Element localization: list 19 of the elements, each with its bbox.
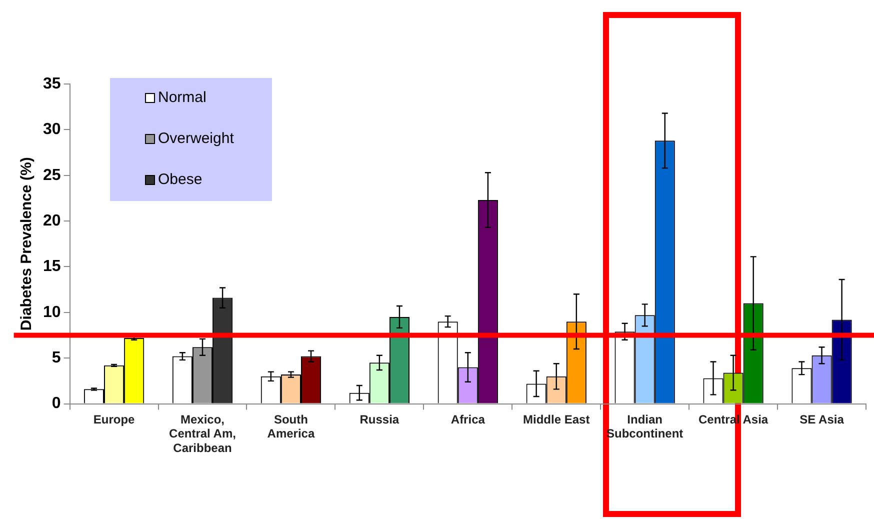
x-tick-label: Russia xyxy=(360,412,400,426)
y-tick-label: 35 xyxy=(43,75,61,92)
x-tick-label: Mexico, Central Am, Caribbean xyxy=(169,412,236,456)
y-tick-label: 25 xyxy=(43,166,61,184)
y-tick-label: 30 xyxy=(43,121,61,138)
x-tick-label: Europe xyxy=(93,412,136,426)
legend-label: Normal xyxy=(158,89,206,106)
y-tick-label: 20 xyxy=(43,212,61,230)
x-tick-label: South America xyxy=(267,412,315,441)
y-axis-title: Diabetes Prevalence (%) xyxy=(18,157,36,331)
y-tick-label: 5 xyxy=(52,350,61,367)
legend-label: Overweight xyxy=(158,130,235,148)
y-tick-label: 0 xyxy=(52,395,61,412)
legend-label: Obese xyxy=(158,171,202,188)
y-tick-label: 15 xyxy=(43,258,61,276)
x-tick-label: SE Asia xyxy=(800,412,844,426)
x-tick-label: Middle East xyxy=(523,412,590,426)
y-tick-label: 10 xyxy=(43,304,61,321)
x-tick-label: Africa xyxy=(450,412,486,426)
